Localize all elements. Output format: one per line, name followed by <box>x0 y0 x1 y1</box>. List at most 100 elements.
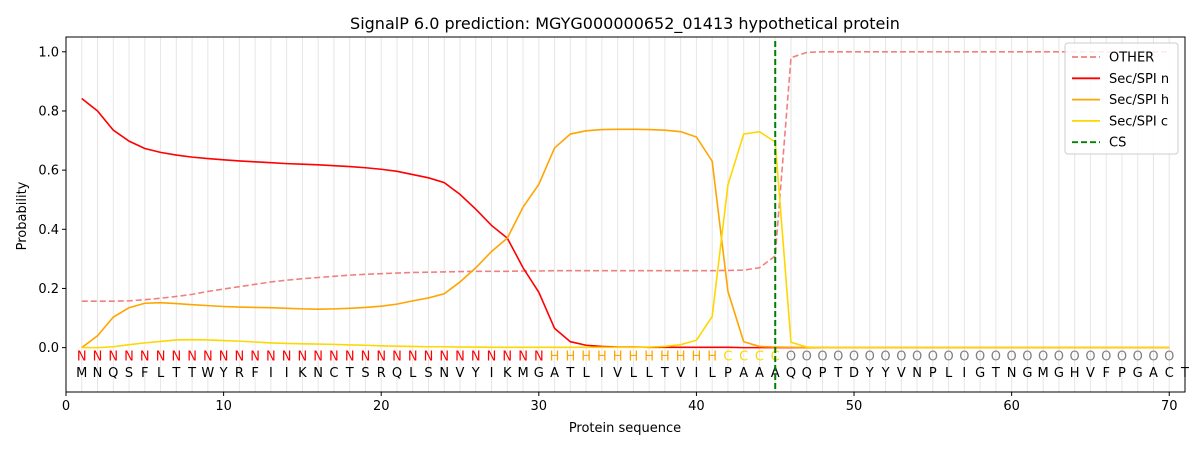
residue-letter: L <box>630 366 638 381</box>
residue-letter: L <box>582 366 590 381</box>
residue-letter: V <box>613 366 622 381</box>
residue-letter: G <box>1022 366 1032 381</box>
residue-letter: Q <box>786 366 796 381</box>
x-tick-label: 10 <box>215 399 232 414</box>
region-label: H <box>613 349 623 364</box>
series-line <box>81 130 1170 349</box>
region-label: N <box>266 349 276 364</box>
residue-letter: Y <box>471 366 480 381</box>
x-tick-label: 0 <box>62 399 70 414</box>
region-label: N <box>298 349 308 364</box>
y-tick-label: 0.2 <box>38 282 59 297</box>
residue-letter: T <box>991 366 1000 381</box>
region-label: O <box>975 349 985 364</box>
region-label: H <box>644 349 654 364</box>
region-label: O <box>1054 349 1064 364</box>
region-label: O <box>1164 349 1174 364</box>
region-label: N <box>424 349 434 364</box>
residue-letter: P <box>724 366 732 381</box>
region-label: H <box>597 349 607 364</box>
residue-letter: C <box>329 366 338 381</box>
region-label: N <box>124 349 134 364</box>
region-label: C <box>739 349 748 364</box>
residue-letter: K <box>503 366 512 381</box>
region-label: N <box>187 349 197 364</box>
region-label: N <box>156 349 166 364</box>
residue-letter: S <box>125 366 133 381</box>
region-label: O <box>943 349 953 364</box>
residue-letter: C <box>1165 366 1174 381</box>
residue-letter: R <box>377 366 386 381</box>
chart-title: SignalP 6.0 prediction: MGYG000000652_01… <box>350 14 900 34</box>
residue-letter: I <box>285 366 289 381</box>
region-label: O <box>991 349 1001 364</box>
residue-letter: N <box>313 366 323 381</box>
region-label: N <box>345 349 355 364</box>
region-label: N <box>140 349 150 364</box>
y-tick-label: 0.4 <box>38 223 59 238</box>
region-label: C <box>723 349 732 364</box>
legend-box <box>1064 42 1179 155</box>
legend-label: OTHER <box>1109 51 1154 66</box>
region-label: N <box>108 349 118 364</box>
region-label: N <box>282 349 292 364</box>
region-label: O <box>1038 349 1048 364</box>
region-label: N <box>376 349 386 364</box>
region-label: C <box>755 349 764 364</box>
x-axis-label: Protein sequence <box>569 421 681 436</box>
residue-letter: L <box>409 366 417 381</box>
residue-letter: A <box>739 366 748 381</box>
residue-letter: G <box>534 366 544 381</box>
region-label: N <box>455 349 465 364</box>
region-label: N <box>93 349 103 364</box>
region-label: O <box>802 349 812 364</box>
plot-frame <box>65 36 1186 393</box>
region-label: N <box>203 349 213 364</box>
residue-letter: A <box>771 366 780 381</box>
residue-letter: N <box>93 366 103 381</box>
x-tick-label: 30 <box>531 399 548 414</box>
region-label: N <box>534 349 544 364</box>
residue-letter: I <box>269 366 273 381</box>
y-tick-label: 0.6 <box>38 164 59 179</box>
residue-letter: S <box>361 366 369 381</box>
residue-letter: Q <box>392 366 402 381</box>
region-label: N <box>250 349 260 364</box>
residue-letter: V <box>897 366 906 381</box>
y-tick-label: 1.0 <box>38 45 59 60</box>
region-label: N <box>439 349 449 364</box>
region-label: N <box>313 349 323 364</box>
region-label: N <box>171 349 181 364</box>
residue-letter: Y <box>881 366 890 381</box>
residue-letter: I <box>600 366 604 381</box>
residue-letter: Y <box>865 366 874 381</box>
residue-letter: W <box>201 366 214 381</box>
residue-letter: K <box>298 366 307 381</box>
x-tick-label: 50 <box>846 399 863 414</box>
residue-letter: T <box>565 366 574 381</box>
x-tick-label: 20 <box>373 399 390 414</box>
residue-letter: I <box>962 366 966 381</box>
series-line <box>81 50 1170 302</box>
legend-label: Sec/SPI n <box>1109 72 1169 87</box>
region-label: H <box>581 349 591 364</box>
residue-letter: G <box>975 366 985 381</box>
y-axis-label: Probability <box>15 181 30 250</box>
residue-letter: T <box>833 366 842 381</box>
region-label: O <box>1101 349 1111 364</box>
residue-letter: V <box>456 366 465 381</box>
residue-letter: L <box>646 366 654 381</box>
region-label: O <box>912 349 922 364</box>
residue-letter: N <box>912 366 922 381</box>
legend-label: Sec/SPI c <box>1109 114 1168 129</box>
region-label: O <box>1133 349 1143 364</box>
residue-letter: R <box>235 366 244 381</box>
region-label: H <box>692 349 702 364</box>
residue-letter: Y <box>219 366 228 381</box>
region-label: N <box>234 349 244 364</box>
x-tick-label: 40 <box>688 399 705 414</box>
region-label: H <box>565 349 575 364</box>
residue-letter: V <box>676 366 685 381</box>
residue-letter: G <box>1133 366 1143 381</box>
region-label: O <box>1148 349 1158 364</box>
